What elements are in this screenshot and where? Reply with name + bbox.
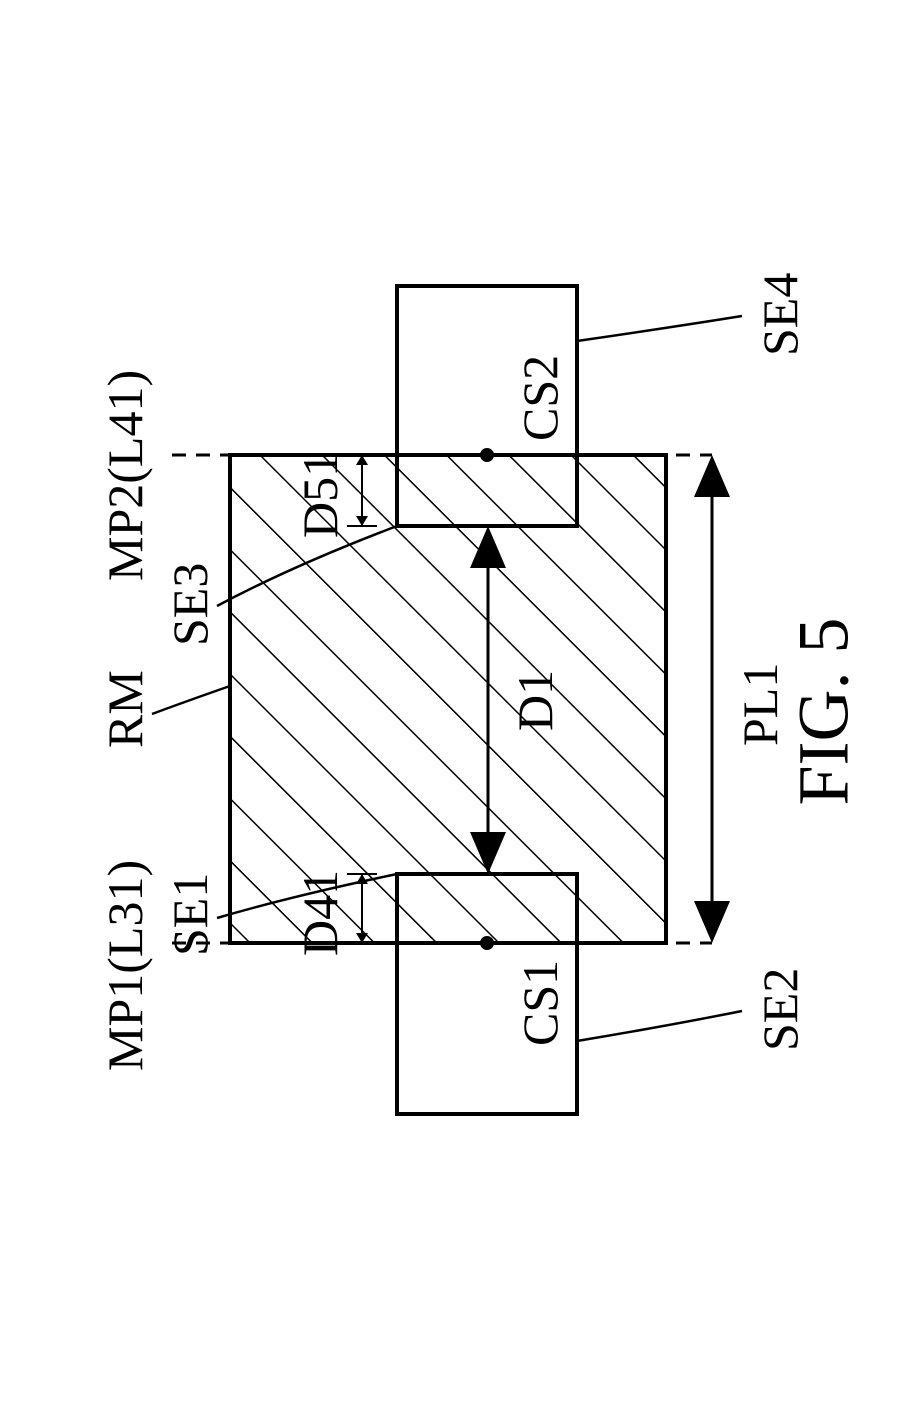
- se4-leader: [577, 316, 742, 341]
- se2-label: SE2: [752, 968, 808, 1051]
- figure-caption: FIG. 5: [783, 618, 866, 806]
- d51-label: D51: [292, 452, 348, 538]
- mp1-dot: [480, 936, 494, 950]
- mp2-dot: [480, 448, 494, 462]
- se3-label: SE3: [162, 563, 218, 646]
- cs1-label: CS1: [512, 960, 568, 1046]
- pl1-label: PL1: [732, 663, 788, 746]
- rm-label: RM: [97, 670, 153, 748]
- cs2-label: CS2: [512, 355, 568, 441]
- mp2-label: MP2(L41): [97, 370, 153, 581]
- diagram-canvas: MP1(L31) MP2(L41) RM SE1 SE3 D41 D51 D1 …: [0, 0, 918, 1414]
- rm-leader: [152, 686, 230, 714]
- mp1-label: MP1(L31): [97, 860, 153, 1071]
- d41-label: D41: [292, 870, 348, 956]
- d1-label: D1: [507, 670, 563, 731]
- se1-label: SE1: [162, 873, 218, 956]
- se2-leader: [577, 1011, 742, 1041]
- se4-label: SE4: [752, 273, 808, 356]
